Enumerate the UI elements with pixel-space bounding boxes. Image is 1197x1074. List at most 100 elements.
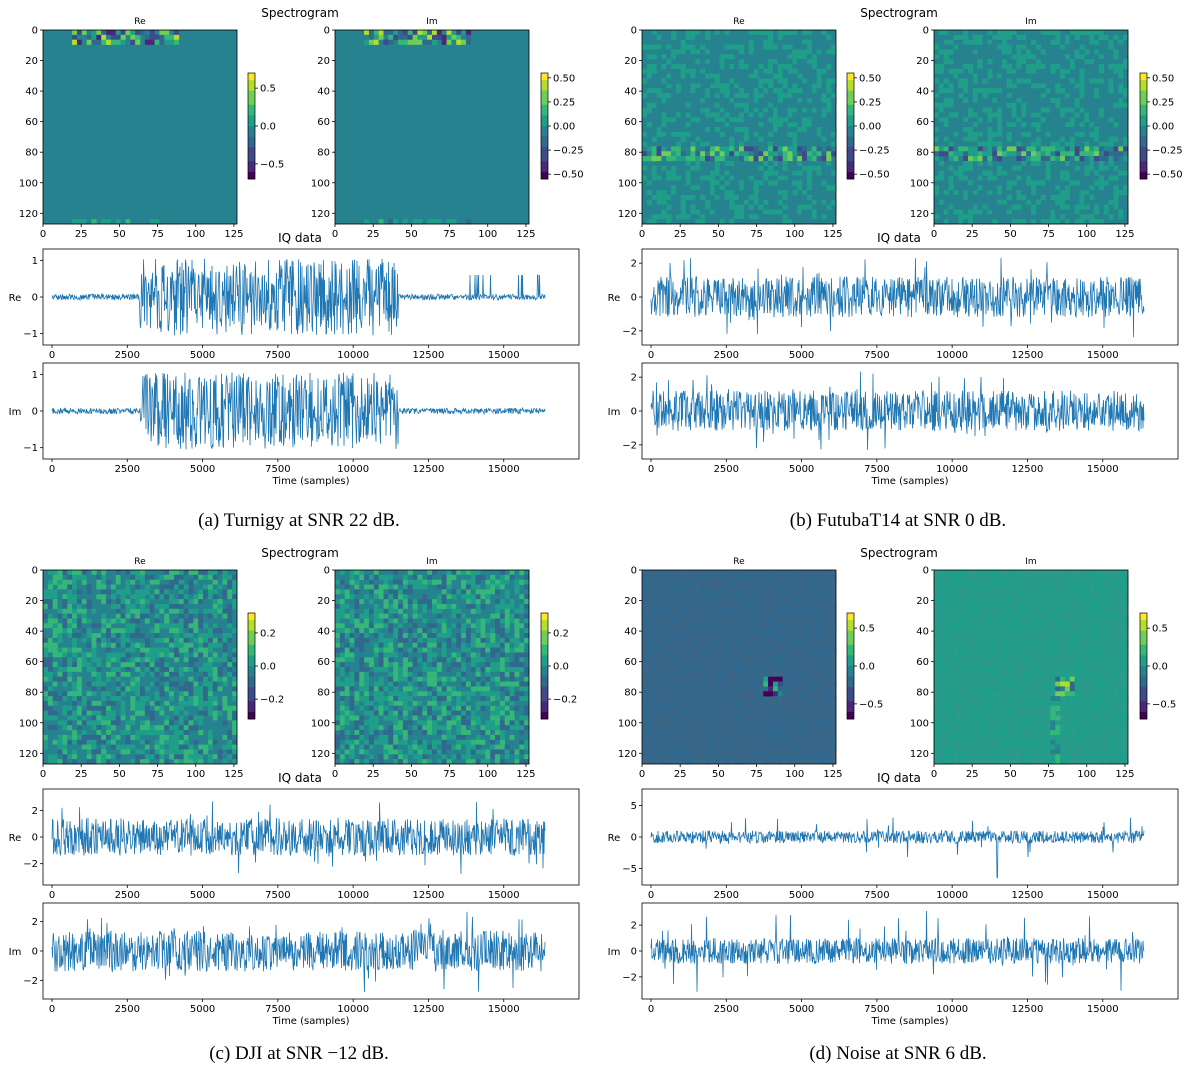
spectrogram-cell bbox=[81, 725, 87, 731]
spectrogram-cell bbox=[1016, 68, 1022, 74]
spectrogram-cell bbox=[81, 628, 87, 634]
spectrogram-cell bbox=[666, 39, 672, 45]
spectrogram-cell bbox=[943, 34, 949, 40]
spectrogram-cell bbox=[398, 589, 404, 595]
spectrogram-cell bbox=[1123, 219, 1129, 225]
spectrogram-cell bbox=[232, 589, 238, 595]
spectrogram-cell bbox=[963, 160, 969, 167]
spectrogram-cell bbox=[52, 647, 58, 653]
spectrogram-cell bbox=[120, 623, 126, 629]
spectrogram-cell bbox=[661, 131, 667, 137]
spectrogram-cell bbox=[222, 715, 228, 721]
spectrogram-cell bbox=[169, 734, 175, 741]
spectrogram-cell bbox=[729, 54, 735, 60]
spectrogram-cell bbox=[144, 754, 150, 760]
spectrogram-cell bbox=[734, 97, 740, 104]
spectrogram-cell bbox=[1108, 151, 1114, 157]
spectrogram-cell bbox=[1094, 59, 1100, 65]
spectrogram-cell bbox=[958, 59, 964, 65]
spectrogram-cell bbox=[719, 44, 725, 50]
spectrogram-cell bbox=[96, 710, 102, 716]
spectrogram-cell bbox=[203, 749, 209, 755]
spectrogram-cell bbox=[724, 88, 730, 94]
spectrogram-cell bbox=[52, 749, 58, 755]
spectrogram-cell bbox=[1123, 175, 1129, 181]
spectrogram-cell bbox=[680, 199, 686, 205]
spectrogram-cell bbox=[159, 39, 165, 45]
spectrogram-cell bbox=[958, 170, 964, 176]
spectrogram-cell bbox=[743, 54, 749, 60]
spectrogram-cell bbox=[831, 112, 837, 118]
spectrogram-cell bbox=[86, 574, 92, 580]
spectrogram-cell bbox=[144, 725, 150, 731]
spectrogram-cell bbox=[967, 44, 974, 50]
spectrogram-cell bbox=[110, 642, 117, 648]
spectrogram-cell bbox=[359, 633, 365, 639]
colorbar-step bbox=[847, 104, 854, 109]
spectrogram-cell bbox=[719, 107, 725, 113]
spectrogram-cell bbox=[393, 652, 399, 658]
spectrogram-cell bbox=[164, 608, 170, 614]
spectrogram-cell bbox=[451, 637, 457, 644]
y-tick-label: 80 bbox=[25, 688, 38, 699]
spectrogram-cell bbox=[407, 647, 413, 653]
spectrogram-cell bbox=[1123, 34, 1129, 40]
spectrogram-cell bbox=[646, 49, 652, 55]
spectrogram-cell bbox=[753, 219, 759, 225]
spectrogram-cell bbox=[373, 652, 379, 658]
spectrogram-cell bbox=[101, 739, 107, 745]
spectrogram-cell bbox=[646, 117, 652, 123]
spectrogram-cell bbox=[72, 734, 78, 741]
spectrogram-cell bbox=[364, 618, 370, 624]
spectrogram-cell bbox=[982, 117, 988, 123]
spectrogram-cell bbox=[212, 700, 218, 707]
spectrogram-cell bbox=[743, 141, 749, 147]
spectrogram-cell bbox=[705, 93, 711, 99]
spectrogram-cell bbox=[130, 637, 136, 644]
spectrogram-cell bbox=[1113, 165, 1119, 171]
spectrogram-cell bbox=[792, 214, 798, 220]
spectrogram-cell bbox=[203, 618, 209, 624]
spectrogram-cell bbox=[402, 219, 409, 225]
spectrogram-cell bbox=[81, 715, 87, 721]
spectrogram-cell bbox=[782, 141, 788, 147]
spectrogram-cell bbox=[763, 102, 769, 108]
spectrogram-cell bbox=[700, 68, 706, 74]
spectrogram-cell bbox=[72, 603, 78, 610]
spectrogram-cell bbox=[91, 676, 97, 682]
spectrogram-cell bbox=[719, 151, 725, 157]
spectrogram-cell bbox=[135, 39, 141, 45]
spectrogram-cell bbox=[671, 39, 677, 45]
iq-y-tick-label: 2 bbox=[631, 259, 637, 270]
spectrogram-cell bbox=[1113, 151, 1119, 157]
spectrogram-cell bbox=[465, 594, 472, 600]
spectrogram-cell bbox=[719, 175, 725, 181]
spectrogram-cell bbox=[787, 160, 793, 167]
spectrogram-cell bbox=[368, 642, 375, 648]
spectrogram-cell bbox=[1084, 112, 1090, 118]
spectrogram-cell bbox=[169, 715, 175, 721]
spectrogram-cell bbox=[1118, 165, 1124, 171]
spectrogram-cell bbox=[748, 194, 754, 201]
spectrogram-cell bbox=[227, 662, 233, 668]
spectrogram-cell bbox=[490, 570, 496, 576]
spectrogram-cell bbox=[144, 705, 150, 711]
spectrogram-cell bbox=[719, 83, 725, 89]
spectrogram-cell bbox=[646, 175, 652, 181]
spectrogram-cell bbox=[169, 633, 175, 639]
spectrogram-cell bbox=[646, 219, 652, 225]
colorbar-step bbox=[847, 97, 854, 102]
spectrogram-cell bbox=[339, 608, 345, 614]
spectrogram-cell bbox=[441, 39, 447, 45]
spectrogram-cell bbox=[1079, 59, 1085, 65]
spectrogram-cell bbox=[656, 49, 662, 55]
spectrogram-cell bbox=[1026, 199, 1032, 205]
spectrogram-cell bbox=[1045, 73, 1051, 79]
spectrogram-cell bbox=[96, 34, 102, 40]
spectrogram-cell bbox=[666, 54, 672, 60]
spectrogram-cell bbox=[72, 584, 78, 590]
spectrogram-cell bbox=[101, 574, 107, 580]
spectrogram-cell bbox=[106, 633, 112, 639]
spectrogram-cell bbox=[519, 652, 525, 658]
spectrogram-cell bbox=[368, 652, 375, 658]
